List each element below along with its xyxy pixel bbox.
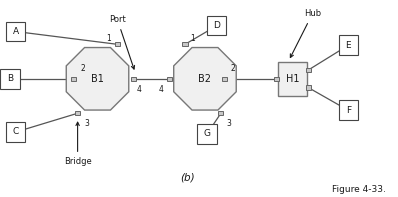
Bar (6, 122, 25, 142)
Text: D: D (213, 21, 220, 30)
Bar (6, 22, 25, 41)
Text: H1: H1 (286, 74, 299, 84)
Text: A: A (13, 27, 19, 36)
Bar (0, 69, 20, 89)
Text: 2: 2 (80, 64, 85, 73)
Text: 4: 4 (159, 85, 164, 94)
Bar (339, 35, 358, 55)
Bar (339, 100, 358, 120)
Bar (75, 111, 80, 115)
Text: Bridge: Bridge (64, 122, 92, 166)
Polygon shape (66, 47, 129, 110)
Text: 2: 2 (230, 64, 235, 73)
Text: B2: B2 (199, 74, 211, 84)
Bar (274, 77, 279, 81)
Bar (278, 61, 307, 96)
Text: 1: 1 (106, 34, 111, 43)
Text: Figure 4-33.: Figure 4-33. (332, 185, 386, 194)
Polygon shape (174, 47, 236, 110)
Text: Port: Port (109, 15, 135, 69)
Text: 3: 3 (226, 119, 231, 128)
Text: (b): (b) (180, 172, 194, 182)
Text: B: B (7, 74, 13, 83)
Text: 3: 3 (84, 119, 89, 128)
Bar (115, 42, 120, 46)
Bar (207, 16, 226, 35)
Text: G: G (203, 129, 211, 138)
Bar (306, 85, 311, 90)
Bar (131, 77, 136, 81)
Bar (166, 77, 172, 81)
Bar (182, 42, 188, 46)
Text: Hub: Hub (291, 9, 321, 58)
Bar (306, 68, 311, 72)
Text: B1: B1 (91, 74, 104, 84)
Text: 4: 4 (137, 85, 142, 94)
Bar (71, 77, 76, 81)
Bar (197, 124, 217, 144)
Text: F: F (346, 106, 351, 115)
Text: C: C (13, 127, 19, 137)
Text: E: E (345, 41, 351, 50)
Bar (219, 111, 224, 115)
Text: 1: 1 (190, 34, 195, 43)
Bar (222, 77, 228, 81)
